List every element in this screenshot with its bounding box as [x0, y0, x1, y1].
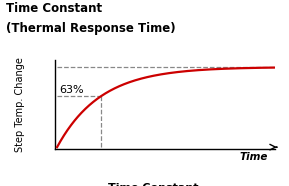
Text: 63%: 63%: [59, 85, 84, 95]
Text: (Thermal Response Time): (Thermal Response Time): [6, 22, 175, 35]
Text: Time Constant: Time Constant: [6, 2, 102, 15]
Text: Time: Time: [240, 152, 268, 162]
Text: Time Constant: Time Constant: [108, 183, 199, 186]
Text: Step Temp. Change: Step Temp. Change: [15, 57, 25, 152]
